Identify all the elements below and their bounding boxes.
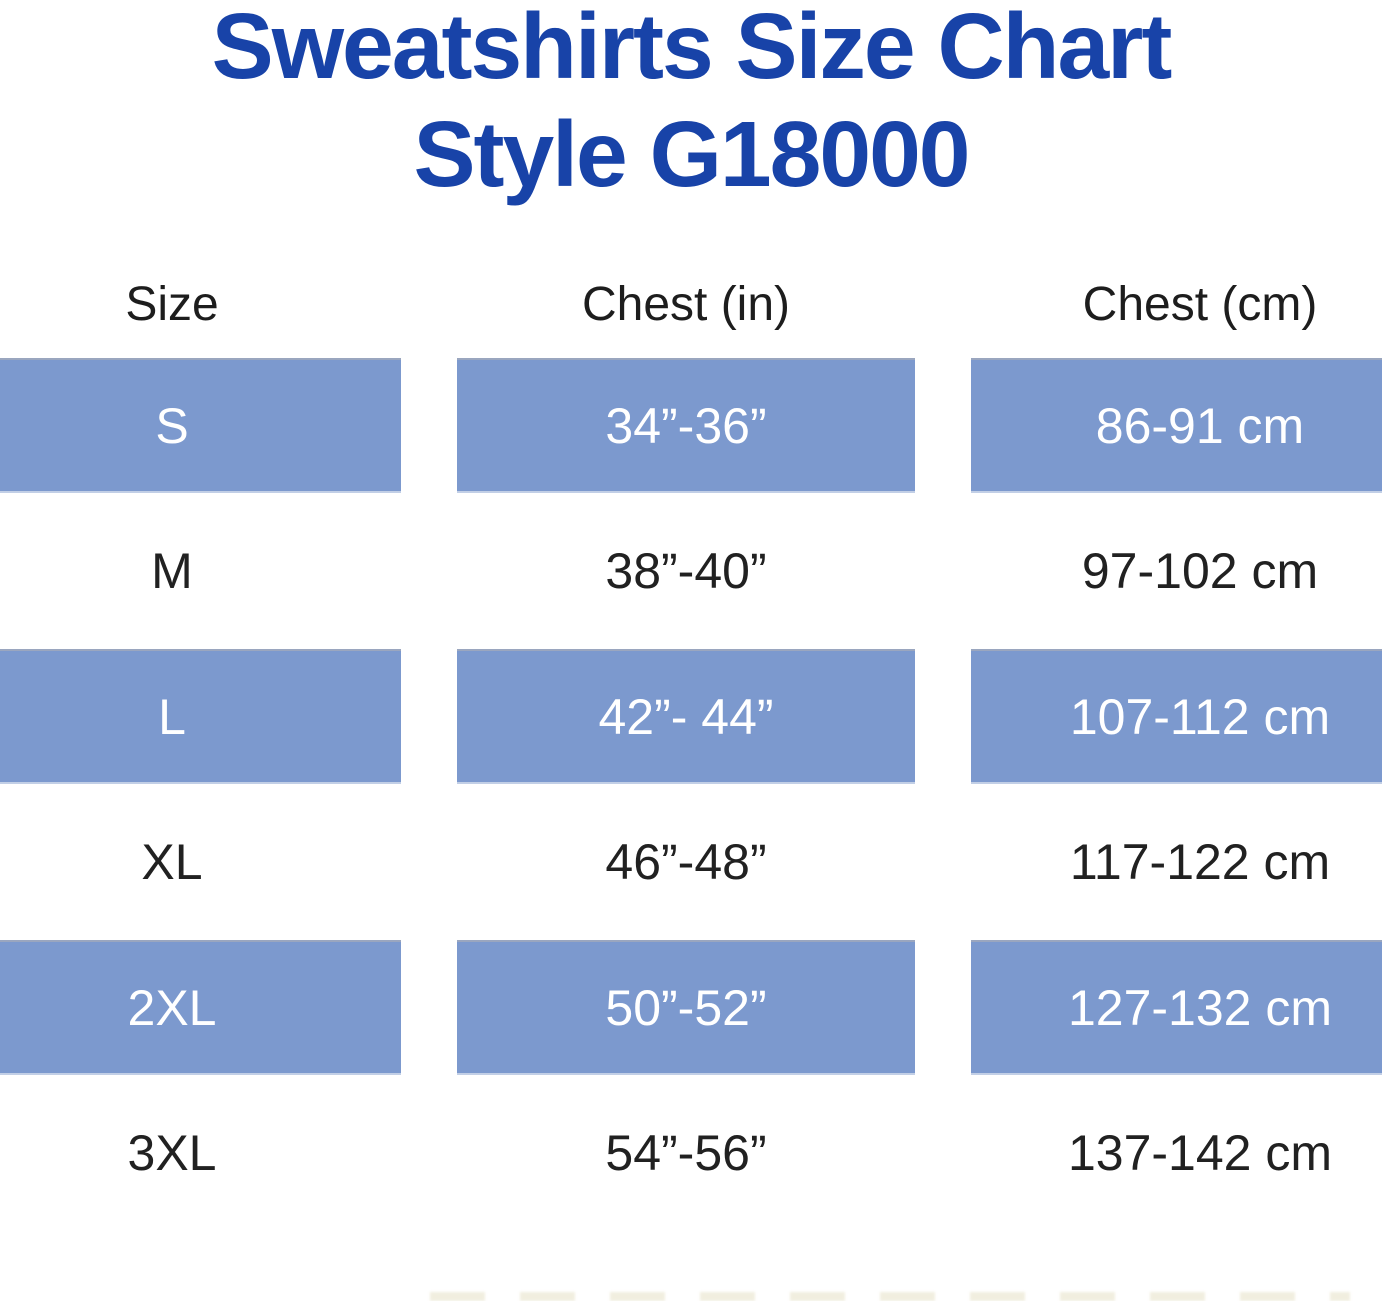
size-cell: L (0, 649, 401, 784)
cropped-bottom-text-artifact (430, 1292, 1350, 1301)
chest-cm-cell: 127-132 cm (971, 940, 1382, 1075)
chest-cm-cell: 97-102 cm (1081, 543, 1319, 599)
column-header-size: Size (125, 277, 219, 331)
page-title-line-2: Style G18000 (413, 102, 970, 206)
chest-cm-cell: 117-122 cm (1069, 834, 1331, 890)
chest-cm-cell: 107-112 cm (971, 649, 1382, 784)
size-cell: S (0, 358, 401, 493)
size-cell: M (151, 543, 193, 599)
size-cell: 3XL (127, 1125, 217, 1181)
size-cell: XL (141, 834, 203, 890)
size-table: Size Chest (in) Chest (cm) S 34”-36” 86-… (0, 250, 1382, 1231)
column-header-chest-in: Chest (in) (581, 277, 791, 331)
chest-in-cell: 42”- 44” (457, 649, 915, 784)
chest-in-cell: 54”-56” (605, 1125, 767, 1181)
size-cell: 2XL (0, 940, 401, 1075)
column-header-chest-cm: Chest (cm) (1082, 277, 1318, 331)
chest-in-cell: 50”-52” (457, 940, 915, 1075)
chest-cm-cell: 86-91 cm (971, 358, 1382, 493)
chest-cm-cell: 137-142 cm (1067, 1125, 1333, 1181)
chest-in-cell: 34”-36” (457, 358, 915, 493)
chest-in-cell: 38”-40” (605, 543, 767, 599)
page-title: Sweatshirts Size Chart Style G18000 (0, 0, 1382, 208)
chest-in-cell: 46”-48” (605, 834, 767, 890)
page-title-line-1: Sweatshirts Size Chart (211, 0, 1173, 98)
